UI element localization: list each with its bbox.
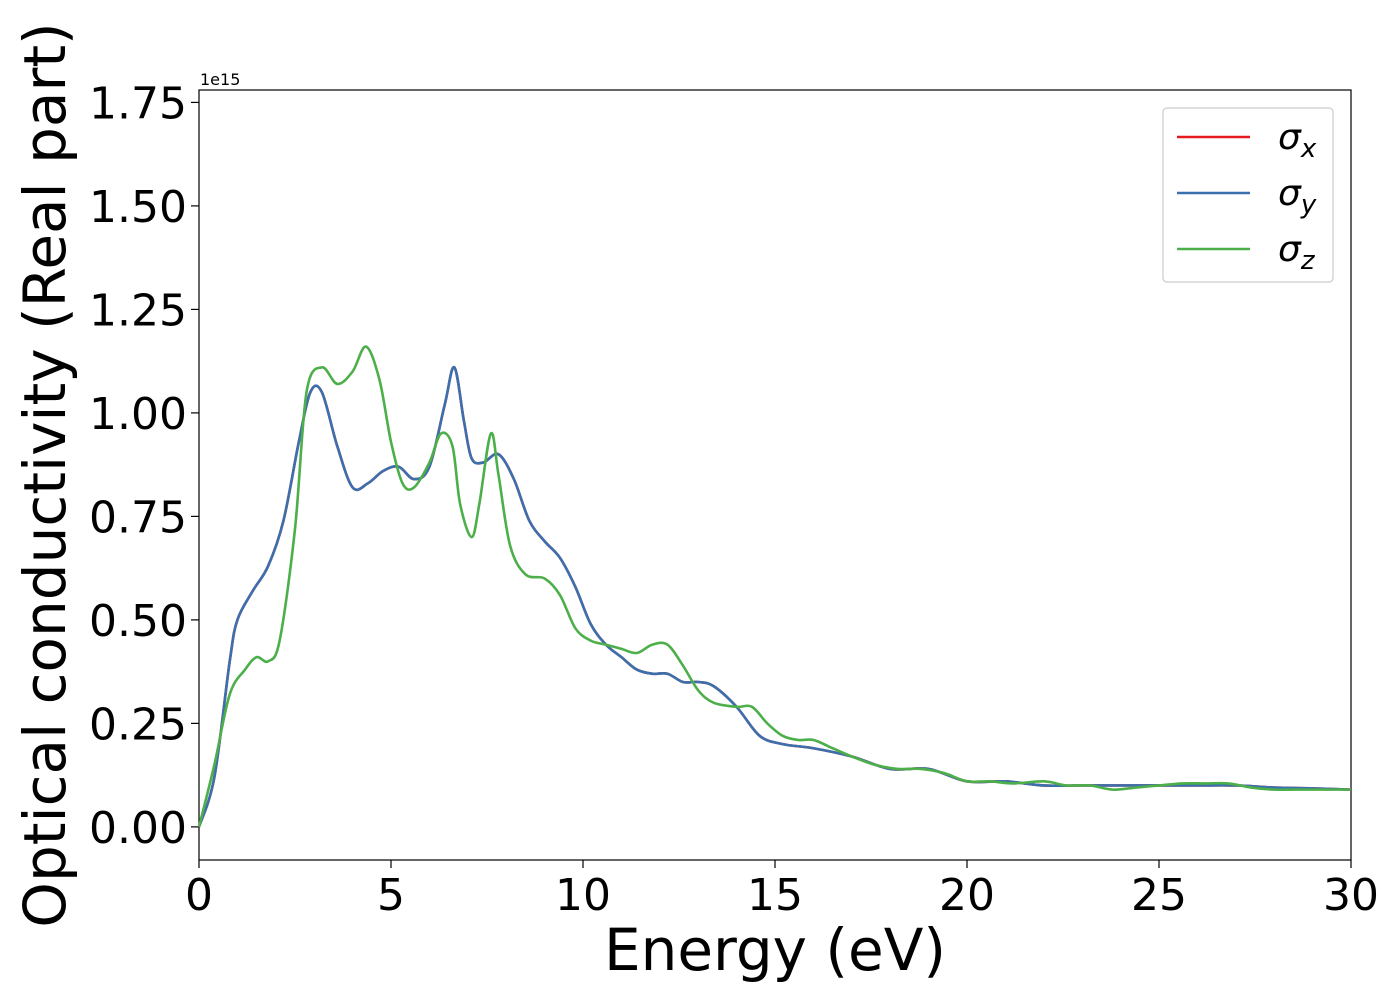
legend-label-sigma-x: σx [1278,117,1317,164]
legend: σx σy σz [1162,107,1334,283]
y-offset-text: 1e15 [200,70,240,89]
series-line-sigma-z [197,345,1351,828]
x-axis-title: Energy (eV) [604,916,946,984]
x-tick-label: 15 [747,870,803,921]
series-lines [197,345,1352,828]
y-tick-label: 1.75 [89,78,187,129]
legend-label-sigma-z: σz [1278,229,1316,276]
x-axis-ticks: 0 5 10 15 20 25 30 [185,860,1379,921]
y-tick-label: 0.75 [89,492,187,543]
x-tick-label: 25 [1131,870,1187,921]
series-line-sigma-x [197,366,1352,828]
y-axis-title: Optical conductivity (Real part) [11,22,79,927]
y-tick-label: 1.25 [89,285,187,336]
x-tick-label: 30 [1323,870,1379,921]
legend-label-sigma-y: σy [1278,173,1317,220]
x-tick-label: 20 [939,870,995,921]
series-line-sigma-y [197,366,1352,828]
y-axis-ticks: 0.00 0.25 0.50 0.75 1.00 1.25 1.50 1.75 [89,78,199,854]
x-tick-label: 0 [185,870,213,921]
y-tick-label: 1.50 [89,182,187,233]
y-tick-label: 1.00 [89,389,187,440]
y-tick-label: 0.25 [89,699,187,750]
x-tick-label: 5 [377,870,405,921]
legend-box [1162,107,1334,283]
x-tick-label: 10 [555,870,611,921]
y-tick-label: 0.50 [89,596,187,647]
y-tick-label: 0.00 [89,803,187,854]
